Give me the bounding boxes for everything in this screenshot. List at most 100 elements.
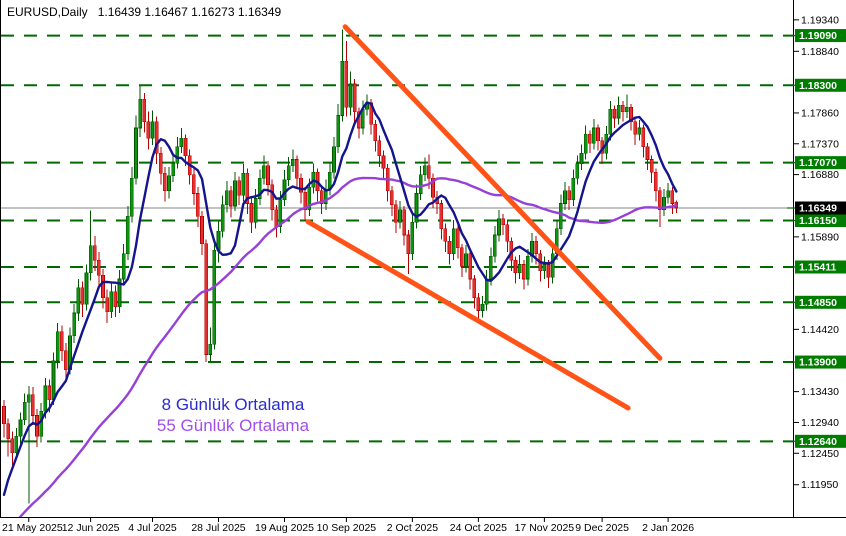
current-price-box [795,201,846,215]
candle-body [204,243,208,355]
candle-body [616,105,621,119]
candle-body [340,61,345,116]
ma55-annotation: 55 Günlük Ortalama [156,416,310,435]
date-tick-label: 17 Nov 2025 [515,522,575,534]
candle-body [373,123,378,141]
candle-body [274,209,279,228]
candle-body [455,228,460,248]
candle-body [241,173,246,196]
candle-body [64,350,68,370]
candle-body [6,423,10,440]
price-tick-label: 1.11950 [801,479,838,491]
candle-body [307,186,312,211]
candle-body [55,331,60,362]
level-price-box [795,78,846,92]
chart-title: EURUSD,Daily 1.16439 1.16467 1.16273 1.16… [7,5,281,19]
level-price-box [795,295,846,309]
price-tick-label: 1.17370 [801,138,839,150]
candle-body [158,152,163,174]
candle-body [183,137,188,157]
date-tick-label: 9 Dec 2025 [575,522,629,534]
candle-body [212,249,217,345]
candle-body [249,203,254,223]
candle-body [18,419,23,437]
candle-body [43,385,48,412]
candle-body [480,303,485,311]
candle-body [303,191,307,211]
candle-body [398,209,402,223]
candle-body [653,171,658,192]
candle-body [443,228,448,242]
candle-body [270,184,274,211]
candle-body [348,83,353,108]
candle-body [352,83,357,112]
candle-body [497,218,501,236]
candle-body [521,264,526,280]
level-price-label: 1.14850 [799,297,837,309]
date-tick-label: 10 Sep 2025 [317,522,377,534]
candle-body [550,253,555,278]
candle-body [460,247,464,267]
candle-body [150,121,155,139]
candle-body [319,190,324,204]
candle-body [389,190,394,206]
date-tick-label: 2 Jan 2026 [642,522,694,534]
ohlc-quote-label: 1.16439 1.16467 1.16273 1.16349 [97,5,282,19]
current-price-label: 1.16349 [799,202,837,214]
candle-body [418,174,423,194]
level-price-label: 1.15411 [799,262,837,274]
level-price-box [795,434,846,448]
level-price-label: 1.18300 [799,80,837,92]
candle-body [402,209,406,236]
candle-body [427,165,431,179]
candle-body [88,245,93,274]
candle-body [179,137,184,148]
candle-body [22,402,27,421]
candle-body [567,190,571,201]
price-tick-label: 1.18840 [801,46,839,58]
date-tick-label: 19 Aug 2025 [255,522,314,534]
candle-body [101,274,105,299]
level-price-label: 1.19090 [799,30,837,42]
candle-body [559,203,563,229]
candle-body [84,272,89,305]
date-tick-label: 28 Jul 2025 [191,522,245,534]
candle-body [125,215,130,255]
candle-body [299,178,303,193]
trendline-1 [342,24,663,361]
candle-body [422,165,427,175]
candle-body [208,344,213,355]
candle-body [253,198,258,223]
candle-body [113,291,118,307]
candle-body [290,159,295,167]
candle-body [196,193,200,217]
candle-body [278,199,283,228]
candle-body [59,331,64,352]
date-tick-label: 24 Oct 2025 [450,522,507,534]
candle-body [229,190,233,207]
level-price-label: 1.13900 [799,357,837,369]
candle-body [658,190,662,211]
price-tick-label: 1.16880 [801,169,839,181]
candle-body [583,134,588,154]
candle-body [637,127,642,135]
candle-body [517,264,522,274]
level-price-label: 1.16150 [799,215,837,227]
candle-body [488,256,493,280]
candle-body [431,178,435,198]
date-tick-label: 12 Jun 2025 [62,522,120,534]
candle-body [645,146,650,160]
candle-body [146,121,151,139]
candle-body [670,190,675,204]
candle-body [117,278,122,307]
level-price-box [795,29,846,43]
price-tick-label: 1.17860 [801,107,839,119]
price-axis: 1.19340 1.18840 1.17860 1.17370 1.16880 1.158… [787,14,846,491]
candle-body [47,385,52,401]
candle-body [451,228,456,255]
candle-body [534,240,538,255]
candle-body [344,61,349,108]
candle-body [596,127,600,141]
candle-body [464,253,468,267]
